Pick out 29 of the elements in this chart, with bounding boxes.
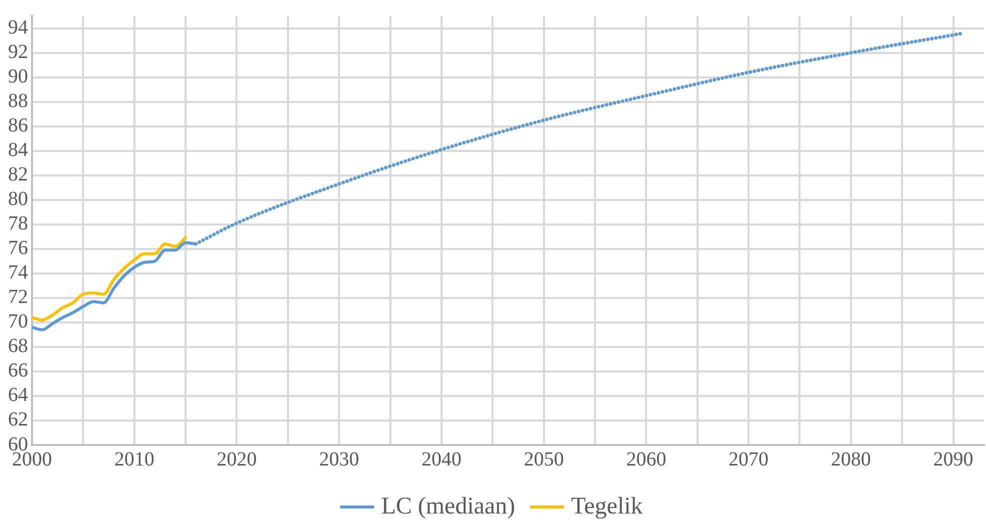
y-tick-label: 80 [8, 188, 28, 210]
y-tick-label: 82 [8, 164, 28, 186]
x-tick-label: 2040 [421, 448, 462, 470]
y-tick-label: 62 [8, 408, 28, 431]
x-tick-label: 2020 [216, 448, 257, 470]
legend-label: Tegelik [571, 493, 643, 520]
y-tick-label: 72 [8, 286, 28, 308]
x-tick-label: 2080 [830, 448, 871, 470]
x-tick-label: 2010 [114, 448, 154, 470]
y-tick-label: 78 [8, 212, 28, 235]
y-tick-label: 70 [8, 310, 28, 333]
y-tick-label: 84 [8, 139, 28, 162]
y-tick-label: 68 [8, 335, 28, 358]
y-tick-label: 90 [8, 66, 28, 88]
x-tick-label: 2070 [728, 448, 769, 470]
x-tick-label: 2030 [319, 448, 360, 470]
y-tick-label: 76 [8, 237, 28, 260]
y-tick-label: 74 [8, 262, 28, 284]
x-tick-label: 2050 [524, 448, 564, 470]
y-tick-label: 86 [8, 114, 28, 137]
line-series [32, 236, 188, 322]
y-tick-label: 64 [8, 384, 28, 406]
legend-label: LC (mediaan) [381, 493, 516, 520]
y-tick-label: 92 [8, 41, 28, 64]
y-tick-label: 66 [8, 360, 28, 382]
y-tick-label: 94 [8, 16, 28, 39]
x-tick-label: 2060 [626, 448, 666, 470]
y-tick-label: 88 [8, 90, 28, 112]
x-tick-label: 2090 [933, 448, 974, 470]
